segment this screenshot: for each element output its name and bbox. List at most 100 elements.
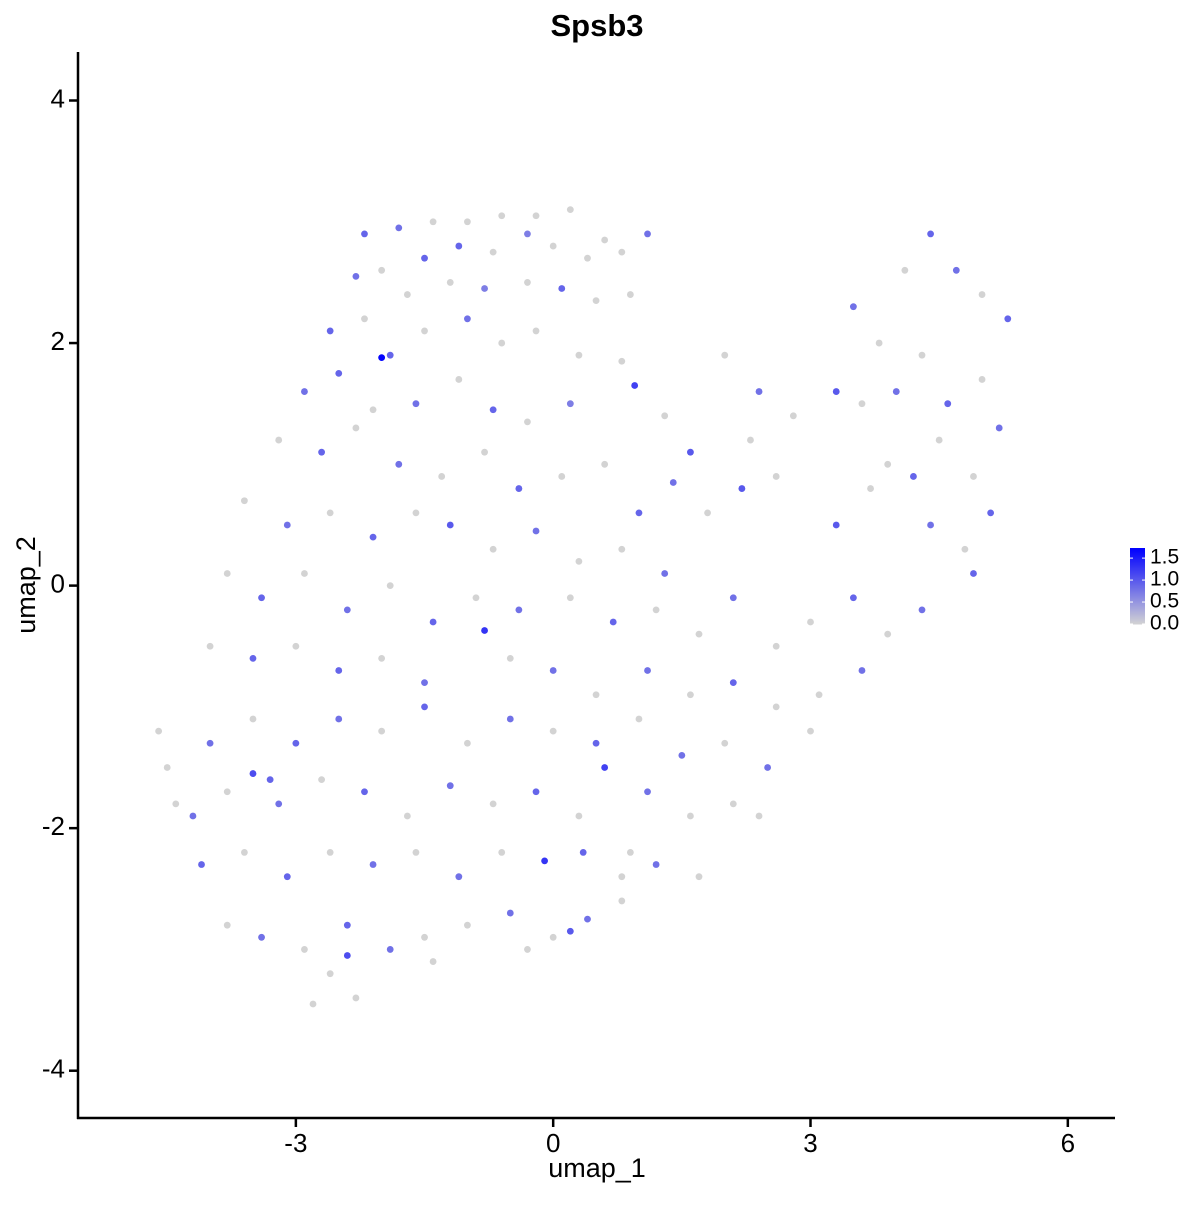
point: [695, 873, 703, 881]
point: [249, 654, 257, 662]
colorbar-segment: [1130, 570, 1145, 573]
point: [189, 812, 197, 820]
point: [601, 764, 609, 771]
point: [524, 279, 531, 286]
point: [369, 406, 377, 414]
point: [464, 315, 471, 323]
point: [832, 521, 840, 529]
point: [558, 473, 566, 480]
colorbar-segment: [1130, 558, 1145, 561]
point: [858, 400, 866, 408]
colorbar-segment: [1130, 620, 1145, 623]
point: [566, 594, 574, 602]
point: [326, 509, 334, 517]
point: [515, 606, 523, 614]
point: [995, 424, 1003, 432]
point: [481, 448, 488, 456]
point: [558, 285, 566, 292]
colorbar-segment: [1130, 594, 1145, 597]
point: [318, 448, 325, 456]
point: [386, 946, 394, 953]
point: [532, 327, 540, 335]
colorbar-segment: [1130, 584, 1145, 587]
point: [223, 570, 231, 577]
point: [772, 703, 780, 711]
point: [832, 388, 840, 395]
point: [729, 594, 737, 602]
point: [378, 266, 386, 274]
colorbar-segment: [1130, 602, 1145, 605]
point: [301, 946, 308, 953]
colorbar-segment: [1130, 552, 1145, 555]
point: [626, 291, 634, 298]
point: [455, 376, 463, 383]
point: [335, 715, 343, 723]
point: [412, 400, 420, 408]
point: [386, 582, 394, 590]
point: [592, 691, 600, 699]
colorbar-segment: [1130, 608, 1145, 611]
colorbar-segment: [1130, 622, 1145, 625]
point: [618, 545, 626, 553]
point: [524, 230, 531, 238]
point: [275, 436, 283, 444]
point: [729, 800, 737, 808]
point: [1004, 315, 1012, 323]
point: [352, 994, 360, 1002]
point: [206, 642, 214, 650]
colorbar-segment: [1130, 580, 1145, 583]
point: [326, 849, 334, 856]
colorbar-segment: [1130, 600, 1145, 603]
point: [283, 873, 291, 881]
colorbar-segment: [1130, 556, 1145, 559]
point: [421, 327, 428, 335]
point: [970, 473, 977, 480]
point: [172, 800, 180, 808]
colorbar-segment: [1130, 564, 1145, 567]
point: [669, 479, 677, 486]
point: [566, 400, 574, 408]
point: [412, 509, 420, 517]
point: [155, 727, 163, 735]
point: [292, 642, 300, 650]
point: [901, 266, 909, 274]
y-tick-label: -4: [42, 1054, 65, 1084]
colorbar-segment: [1130, 550, 1145, 553]
point: [481, 285, 488, 292]
point: [575, 557, 583, 565]
point: [421, 933, 428, 941]
point: [678, 751, 686, 759]
point: [532, 212, 540, 220]
colorbar-segment: [1130, 582, 1145, 585]
point: [755, 388, 763, 395]
colorbar-segment: [1130, 586, 1145, 589]
colorbar-segment: [1130, 554, 1145, 557]
x-axis-label: umap_1: [548, 1153, 646, 1183]
point: [584, 254, 591, 262]
point: [566, 927, 574, 935]
point: [944, 400, 952, 408]
point: [464, 921, 471, 929]
point: [970, 570, 977, 577]
point: [764, 764, 772, 771]
colorbar-segment: [1130, 574, 1145, 577]
colorbar-tick-label: 0.0: [1150, 612, 1179, 635]
colorbar-segment: [1130, 612, 1145, 615]
colorbar-segment: [1130, 588, 1145, 591]
point: [275, 800, 283, 808]
point: [343, 952, 351, 959]
point: [935, 436, 943, 444]
point: [429, 618, 437, 626]
point: [549, 242, 557, 250]
colorbar-segment: [1130, 562, 1145, 565]
colorbar-segment: [1130, 566, 1145, 569]
point: [498, 339, 506, 347]
point: [884, 630, 892, 638]
colorbar-segment: [1130, 614, 1145, 617]
point: [163, 764, 171, 771]
point: [601, 236, 609, 244]
point: [579, 849, 587, 856]
point: [361, 315, 368, 323]
point: [532, 527, 540, 535]
colorbar-segment: [1130, 616, 1145, 619]
